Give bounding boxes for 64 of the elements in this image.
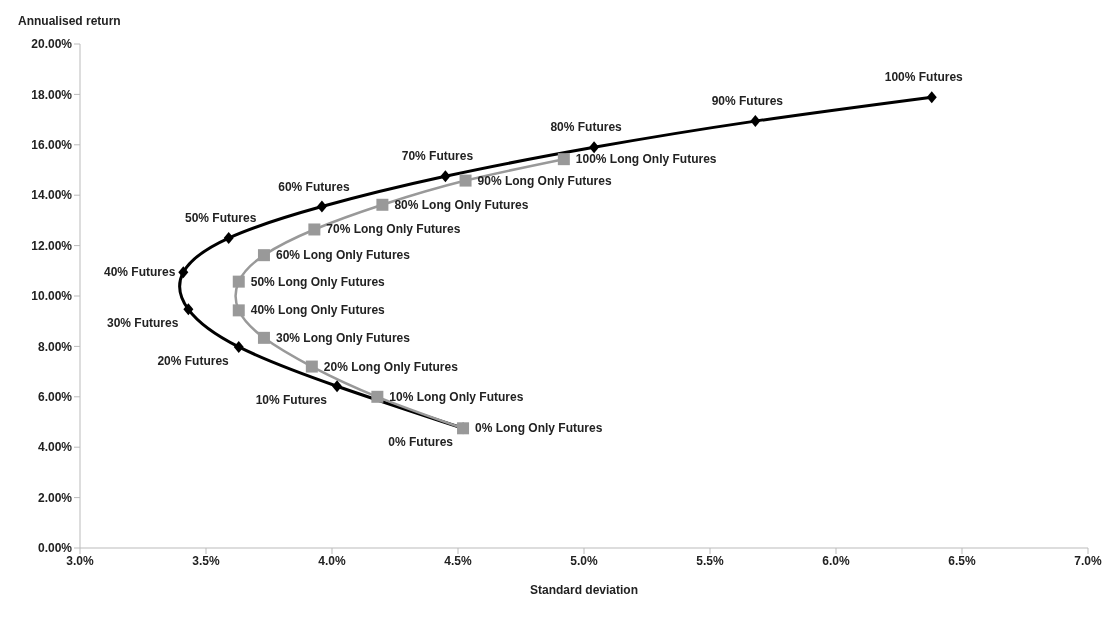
annotation: 50% Long Only Futures	[250, 274, 386, 289]
point	[459, 174, 472, 187]
point	[232, 275, 245, 288]
y-tick-label: 8.00%	[37, 339, 73, 354]
annotation: 10% Futures	[255, 393, 328, 408]
point	[257, 249, 270, 262]
point	[376, 198, 389, 211]
point	[308, 223, 321, 236]
y-tick-label: 4.00%	[37, 440, 73, 455]
point	[440, 170, 451, 183]
y-tick-label: 10.00%	[31, 289, 73, 304]
annotation: 50% Futures	[185, 211, 257, 226]
annotation: 0% Long Only Futures	[475, 421, 603, 436]
point	[557, 153, 570, 166]
y-tick-label: 2.00%	[37, 490, 73, 505]
annotation: 60% Long Only Futures	[275, 248, 411, 263]
annotation: 20% Long Only Futures	[323, 359, 459, 374]
y-tick-label: 20.00%	[31, 37, 73, 52]
y-tick-label: 16.00%	[31, 138, 73, 153]
point	[589, 141, 600, 154]
x-tick-label: 7.0%	[1074, 553, 1102, 568]
annotation: 100% Futures	[884, 70, 964, 85]
point	[232, 304, 245, 317]
annotation: 100% Long Only Futures	[575, 152, 717, 167]
point	[371, 390, 384, 403]
annotation: 80% Futures	[550, 120, 623, 135]
annotation: 40% Futures	[103, 265, 176, 280]
point	[332, 380, 343, 393]
y-tick-label: 14.00%	[31, 188, 73, 203]
annotation: 70% Long Only Futures	[326, 222, 461, 237]
annotation: 70% Futures	[401, 149, 474, 164]
annotation: 20% Futures	[157, 353, 230, 368]
point	[316, 200, 327, 213]
point	[178, 266, 189, 279]
point	[926, 91, 937, 104]
point	[750, 115, 761, 128]
annotation: 30% Futures	[107, 316, 179, 331]
annotation: 90% Long Only Futures	[477, 173, 612, 188]
annotation: 40% Long Only Futures	[250, 303, 386, 318]
x-tick-label: 3.5%	[192, 553, 220, 568]
x-axis-title: Standard deviation	[529, 583, 639, 597]
point	[183, 303, 194, 316]
x-tick-label: 4.5%	[444, 553, 472, 568]
annotation: 0% Futures	[388, 435, 454, 450]
y-tick-label: 18.00%	[31, 87, 73, 102]
annotation: 90% Futures	[711, 94, 784, 109]
x-tick-label: 5.5%	[696, 553, 724, 568]
point	[233, 340, 244, 353]
annotation: 80% Long Only Futures	[394, 197, 529, 212]
x-tick-label: 5.0%	[570, 553, 598, 568]
y-tick-label: 12.00%	[31, 238, 73, 253]
point	[223, 232, 234, 245]
y-axis-title: Annualised return	[18, 14, 121, 28]
x-tick-label: 3.0%	[66, 553, 94, 568]
y-tick-label: 6.00%	[37, 390, 73, 405]
annotation: 60% Futures	[278, 179, 350, 194]
x-tick-label: 6.0%	[822, 553, 850, 568]
x-tick-label: 4.0%	[318, 553, 346, 568]
point	[305, 360, 318, 373]
y-tick-label: 0.00%	[37, 541, 73, 556]
annotation: 30% Long Only Futures	[275, 330, 411, 345]
point	[257, 331, 270, 344]
x-tick-label: 6.5%	[948, 553, 976, 568]
annotation: 10% Long Only Futures	[389, 389, 524, 404]
